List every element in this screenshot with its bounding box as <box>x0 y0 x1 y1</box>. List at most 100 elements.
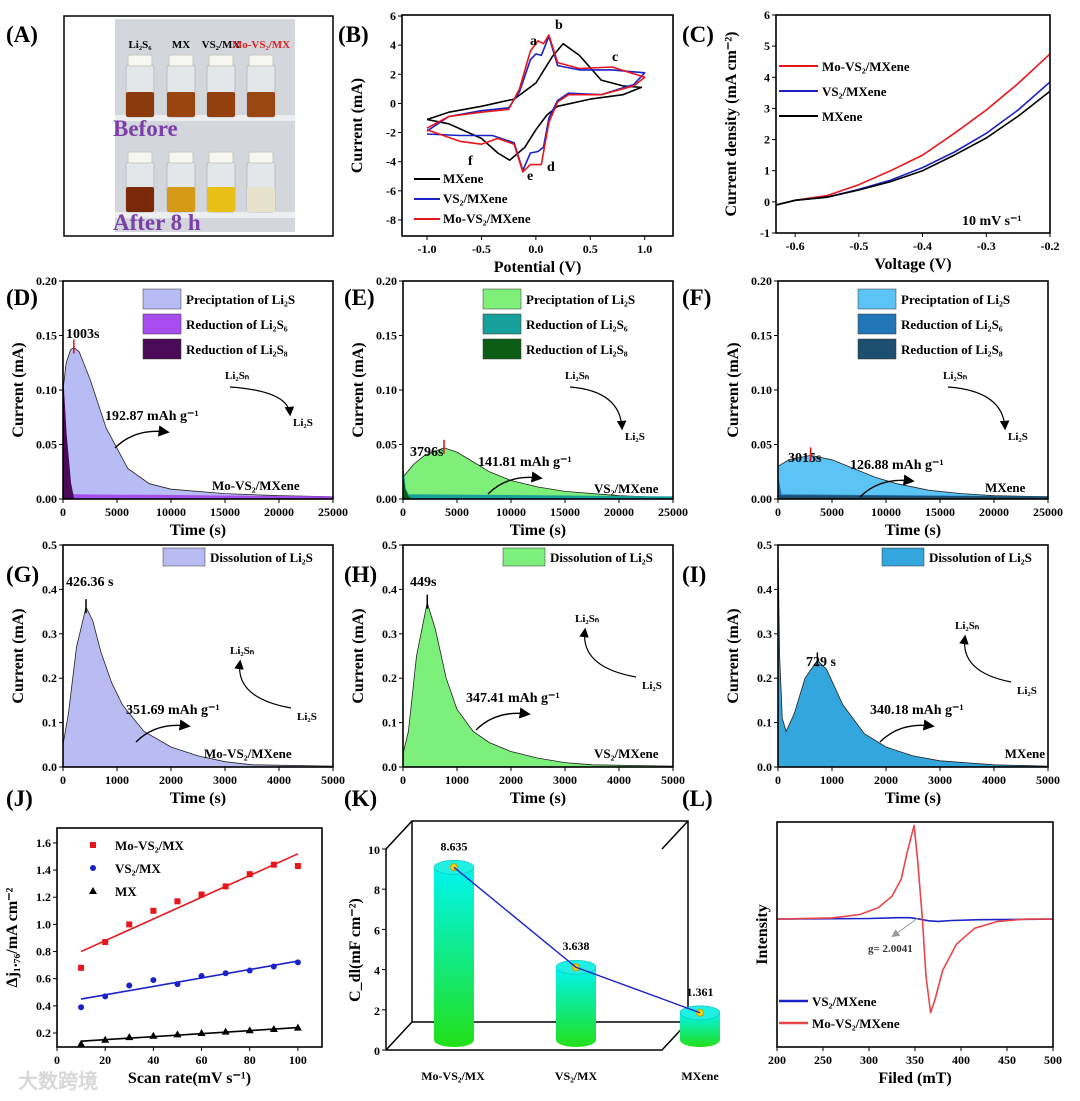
panel-label: (F) <box>682 285 711 310</box>
series-line <box>426 35 646 172</box>
y-tick-label: 0.0 <box>42 760 57 774</box>
x-axis-label: Time (s) <box>170 790 226 807</box>
y-tick-label: 0.1 <box>382 716 397 730</box>
vial-cap <box>248 54 274 67</box>
series-1 <box>776 824 1053 1014</box>
legend-swatch <box>857 313 897 335</box>
panel-label: (H) <box>344 562 377 587</box>
panel-l-plot <box>776 821 1054 1051</box>
x-tick-label: 2000 <box>874 773 898 787</box>
data-point <box>150 977 157 984</box>
panel-d-plot <box>59 280 334 503</box>
legend-label: MX <box>115 884 137 899</box>
y-tick-label: 1 <box>764 164 770 178</box>
annotation-label: Li₂Sₙ <box>575 613 600 625</box>
series-line <box>775 90 1051 206</box>
annotation-label: 426.36 s <box>66 575 114 590</box>
panel-label: (E) <box>344 285 375 310</box>
x-tick-label: 10000 <box>496 505 526 519</box>
conversion-arrow-icon <box>229 386 295 417</box>
x-tick-label: 0 <box>400 773 406 787</box>
panel-g-plot <box>59 544 334 771</box>
y-tick-label: 6 <box>374 923 380 937</box>
y-tick-label: 0.20 <box>376 274 397 288</box>
x-tick-label: 350 <box>906 1053 924 1067</box>
y-tick-label: 0.6 <box>36 972 51 986</box>
y-tick-label: 2 <box>764 133 770 147</box>
x-tick-label: 1.0 <box>637 242 652 256</box>
annotation-label: Li₂Sₙ <box>565 370 590 382</box>
annotation-label: b <box>555 18 563 33</box>
legend-label: MXene <box>443 171 484 186</box>
y-tick-label: 0.1 <box>757 716 772 730</box>
panel-e-plot <box>399 280 674 503</box>
y-tick-label: 0.05 <box>751 438 772 452</box>
annotation-label: MXene <box>1005 746 1046 761</box>
legend-label: Reduction of Li₂S₈ <box>526 342 628 357</box>
data-point <box>78 964 85 971</box>
y-tick-label: 0.5 <box>382 538 397 552</box>
legend-label: Reduction of Li₂S₆ <box>901 317 1003 332</box>
legend-label: Reduction of Li₂S₆ <box>526 317 628 332</box>
x-tick-label: -0.2 <box>1041 239 1060 253</box>
x-tick-label: 250 <box>814 1053 832 1067</box>
x-axis-label: Scan rate(mV s⁻¹) <box>128 1070 251 1087</box>
capacity-arrow-icon <box>135 719 191 743</box>
data-point <box>149 1031 158 1039</box>
x-tick-label: 15000 <box>210 505 240 519</box>
plot-frame <box>62 544 334 768</box>
category-label: MXene <box>681 1069 719 1083</box>
x-tick-label: 20000 <box>604 505 634 519</box>
y-tick-label: 0.2 <box>42 671 57 685</box>
capacity-arrow-icon <box>487 471 543 495</box>
y-tick-label: 4 <box>764 70 770 84</box>
vial-cap <box>168 151 194 164</box>
data-point <box>150 907 157 914</box>
data-point <box>78 1004 85 1011</box>
y-tick-label: 0.3 <box>757 627 772 641</box>
x-tick-label: 0 <box>400 505 406 519</box>
y-axis-label: Δj₁.₇₆/mA cm⁻² <box>4 887 21 987</box>
y-tick-label: 0.15 <box>751 329 772 343</box>
fit-line <box>81 1026 298 1042</box>
y-tick-label: 0.3 <box>382 627 397 641</box>
panel-k-3d-bar-chart <box>382 820 721 1051</box>
legend-swatch <box>90 865 96 871</box>
y-tick-label: -8 <box>386 213 396 227</box>
category-label: Mo-VS₂/MX <box>421 1069 485 1083</box>
vial-liquid <box>126 92 154 117</box>
x-tick-label: 1000 <box>445 773 469 787</box>
y-tick-label: 0.4 <box>757 582 772 596</box>
3d-box-frame <box>385 820 689 1051</box>
y-tick-label: 4 <box>390 38 396 52</box>
annotation-label: 449s <box>410 575 437 590</box>
x-tick-label: 300 <box>860 1053 878 1067</box>
x-tick-label: 0 <box>60 773 66 787</box>
legend-swatch <box>482 338 522 360</box>
legend-swatch <box>482 288 522 310</box>
y-tick-label: 0.8 <box>36 945 51 959</box>
vial-cap <box>208 151 234 164</box>
g-value-arrow-icon <box>891 917 919 938</box>
y-tick-label: 0.00 <box>751 492 772 506</box>
after-label: After 8 h <box>113 210 201 235</box>
data-point <box>294 959 301 966</box>
panel-label: (D) <box>6 285 38 310</box>
x-axis-label: Potential (V) <box>494 259 582 276</box>
annotation-label: g= 2.0041 <box>868 943 913 955</box>
y-tick-label: 0.15 <box>36 329 57 343</box>
capacity-arrow-icon <box>475 707 531 731</box>
annotation-label: 1003s <box>66 327 100 342</box>
capacity-arrow-icon <box>114 425 170 449</box>
area-mark <box>402 602 674 768</box>
x-axis-label: Filed (mT) <box>878 1070 951 1087</box>
y-tick-label: 0.5 <box>42 538 57 552</box>
data-point <box>221 1027 230 1035</box>
annotation-label: e <box>527 169 533 184</box>
legend-label: Dissolution of Li₂S <box>929 550 1032 565</box>
panel-label: (A) <box>6 22 38 47</box>
legend-label: Preciptation of Li₂S <box>526 292 635 307</box>
x-tick-label: 10000 <box>156 505 186 519</box>
x-axis-label: Time (s) <box>510 522 566 539</box>
